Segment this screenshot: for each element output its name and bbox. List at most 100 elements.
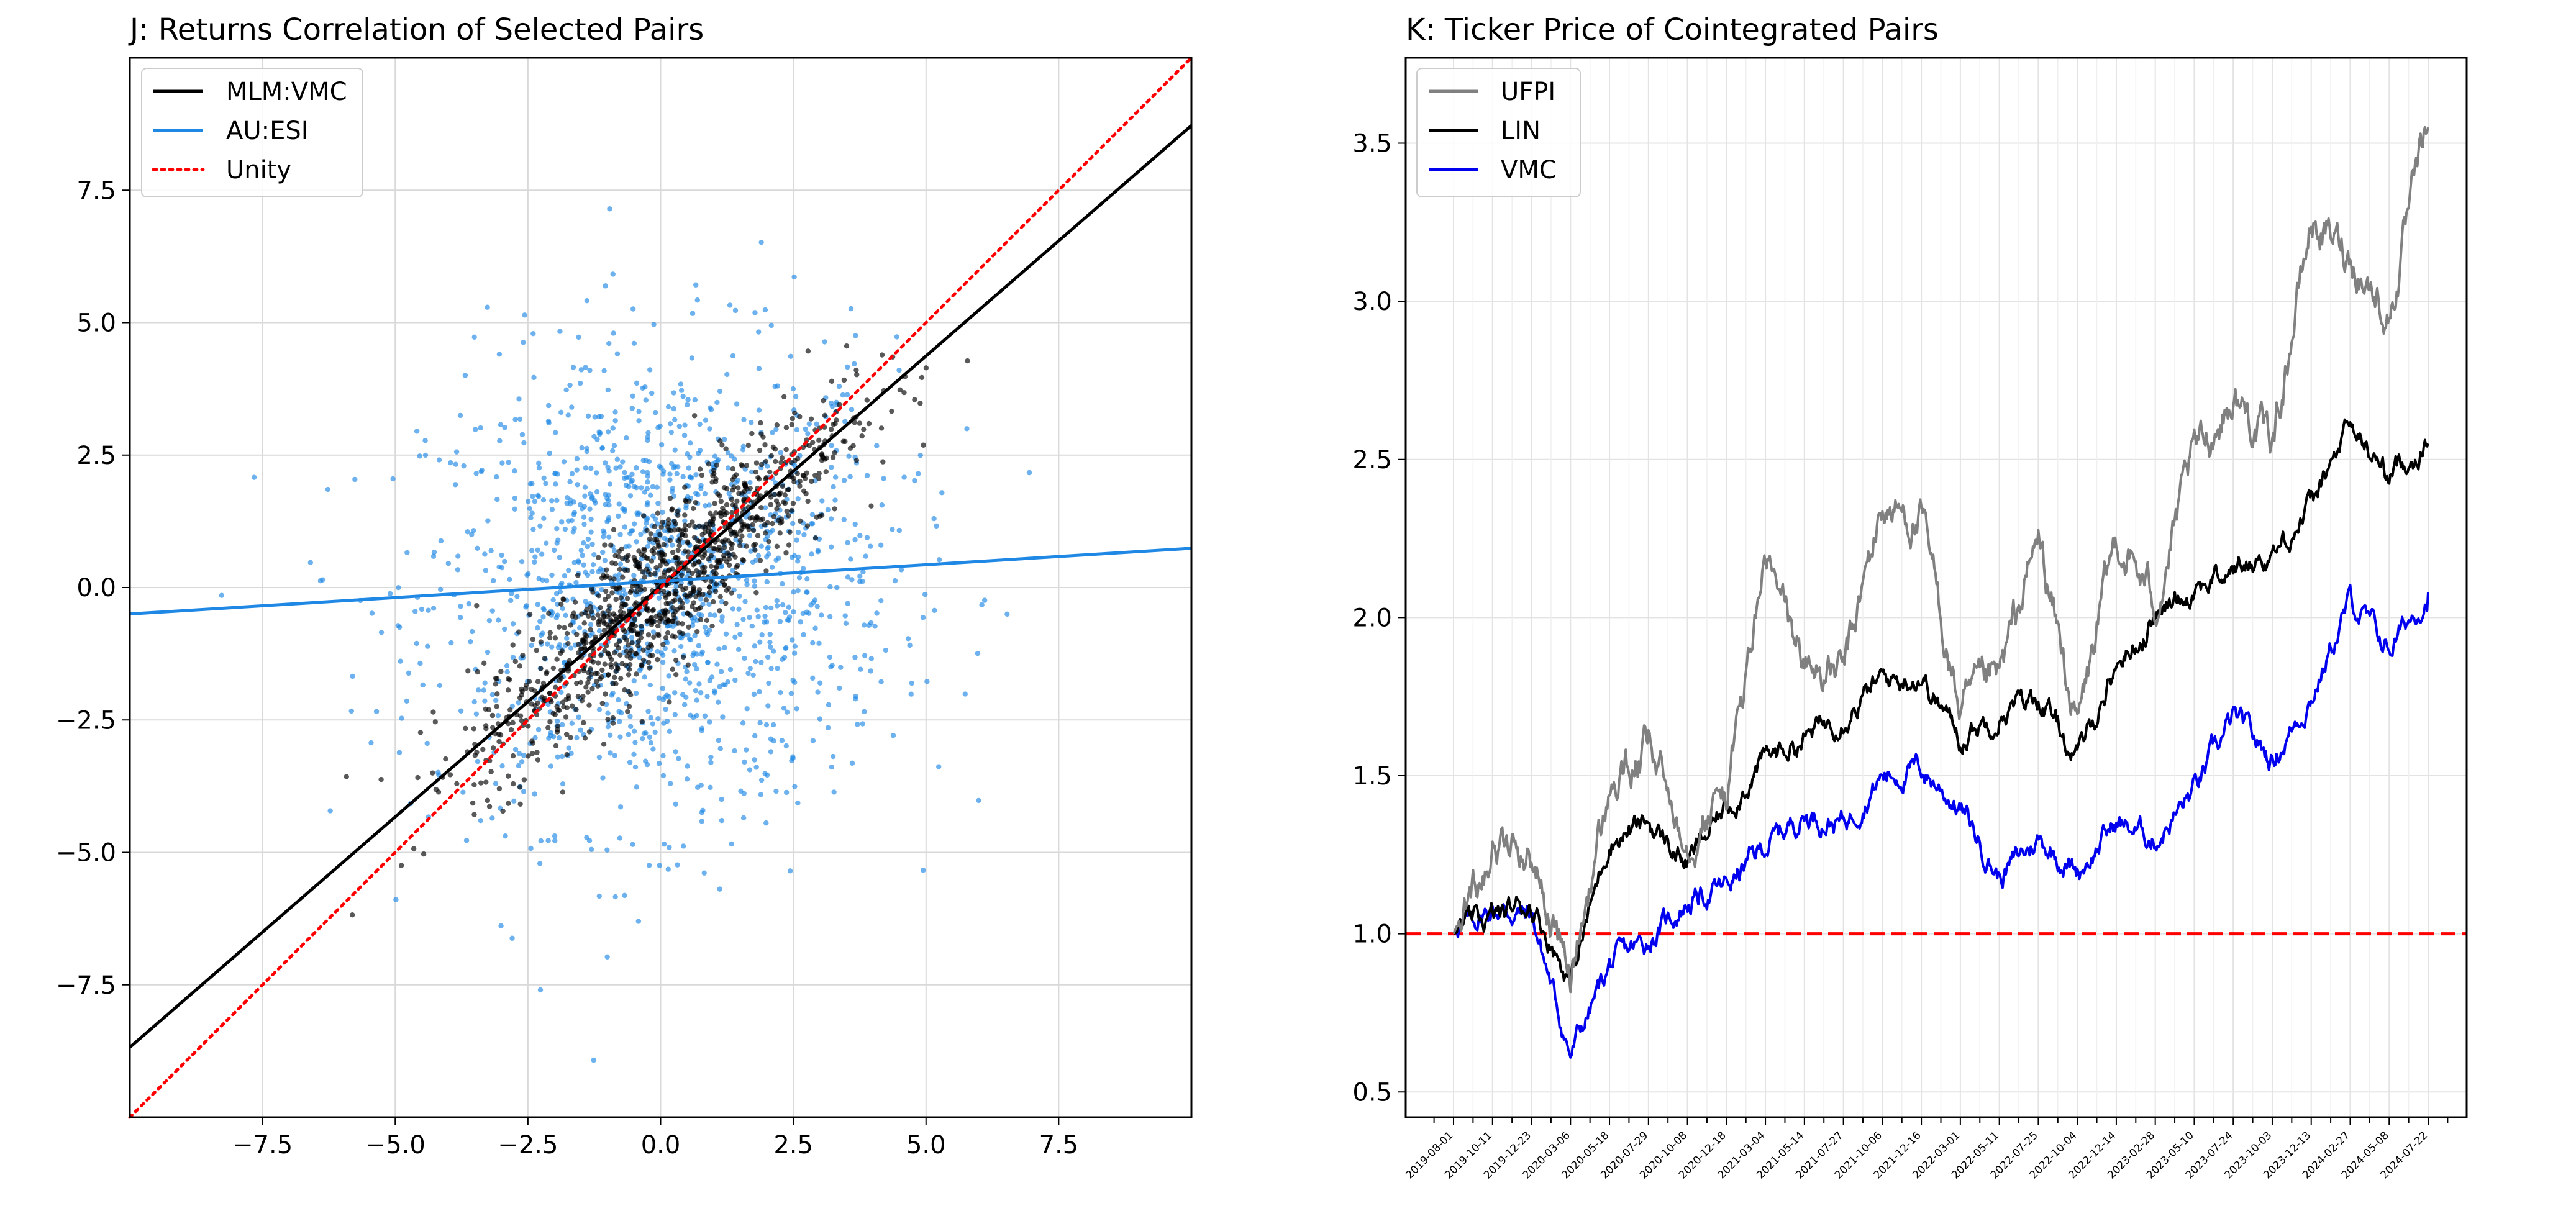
scatter-point-black	[832, 450, 837, 456]
scatter-point-blue	[588, 465, 594, 471]
scatter-point-black	[421, 851, 427, 857]
scatter-point-blue	[544, 540, 549, 546]
scatter-point-blue	[730, 568, 735, 573]
scatter-point-black	[578, 679, 584, 686]
scatter-point-blue	[755, 553, 762, 559]
scatter-point-blue	[750, 559, 756, 565]
scatter-point-blue	[566, 745, 571, 751]
scatter-point-blue	[852, 537, 858, 543]
scatter-point-black	[634, 584, 640, 589]
scatter-point-black	[820, 455, 826, 461]
scatter-point-blue	[773, 788, 779, 794]
scatter-point-blue	[493, 781, 499, 786]
scatter-point-blue	[860, 578, 865, 584]
scatter-point-black	[737, 543, 743, 548]
scatter-point-black	[755, 533, 761, 538]
scatter-point-black	[647, 665, 652, 671]
scatter-point-black	[698, 605, 703, 610]
scatter-point-black	[350, 912, 355, 918]
scatter-point-blue	[538, 838, 544, 844]
scatter-point-blue	[606, 517, 611, 523]
scatter-point-blue	[654, 484, 660, 490]
scatter-point-black	[472, 753, 478, 758]
scatter-point-black	[619, 546, 625, 552]
scatter-point-blue	[590, 561, 596, 568]
scatter-point-blue	[631, 678, 637, 684]
scatter-point-black	[672, 634, 678, 640]
scatter-point-black	[554, 656, 560, 662]
scatter-point-black	[613, 661, 619, 667]
scatter-point-black	[857, 420, 863, 426]
scatter-point-blue	[852, 521, 858, 527]
scatter-point-black	[443, 756, 448, 762]
scatter-point-black	[540, 680, 547, 686]
scatter-point-blue	[741, 417, 747, 422]
scatter-point-black	[676, 538, 681, 544]
scatter-point-blue	[768, 322, 774, 329]
scatter-point-blue	[519, 558, 525, 565]
scatter-point-blue	[643, 458, 649, 463]
scatter-point-black	[553, 743, 559, 749]
scatter-point-blue	[430, 606, 437, 611]
scatter-point-black	[652, 537, 658, 542]
scatter-point-black	[783, 425, 790, 430]
scatter-point-blue	[675, 862, 680, 868]
scatter-point-blue	[581, 562, 586, 568]
scatter-point-blue	[791, 553, 798, 559]
legend-label: Unity	[226, 156, 291, 184]
scatter-point-blue	[571, 525, 577, 532]
scatter-point-black	[682, 522, 688, 528]
scatter-point-black	[523, 686, 529, 691]
scatter-point-blue	[475, 687, 481, 693]
scatter-point-black	[626, 672, 632, 678]
scatter-point-black	[600, 618, 606, 624]
scatter-point-black	[500, 808, 506, 814]
scatter-point-blue	[579, 445, 585, 451]
scatter-point-blue	[627, 493, 634, 499]
scatter-point-blue	[683, 676, 688, 682]
scatter-point-blue	[981, 597, 988, 603]
scatter-point-black	[493, 681, 498, 687]
scatter-point-black	[623, 602, 629, 607]
scatter-point-black	[624, 596, 630, 601]
scatter-point-blue	[673, 749, 678, 755]
scatter-point-black	[666, 591, 671, 597]
scatter-point-blue	[838, 665, 844, 670]
scatter-point-blue	[932, 607, 937, 614]
scatter-point-blue	[762, 505, 768, 510]
scatter-point-blue	[530, 527, 536, 532]
scatter-point-blue	[645, 437, 650, 443]
scatter-point-blue	[601, 534, 606, 540]
scatter-point-blue	[652, 409, 658, 415]
scatter-point-blue	[890, 527, 895, 532]
scatter-point-black	[794, 471, 801, 476]
scatter-point-blue	[780, 602, 786, 608]
scatter-point-blue	[633, 691, 639, 696]
scatter-point-black	[624, 648, 629, 654]
scatter-point-blue	[691, 615, 698, 620]
scatter-point-black	[581, 620, 587, 626]
scatter-point-blue	[842, 419, 848, 424]
scatter-point-blue	[510, 621, 516, 627]
scatter-point-blue	[628, 724, 634, 729]
scatter-point-blue	[783, 789, 790, 796]
scatter-point-blue	[589, 569, 595, 574]
scatter-point-black	[576, 650, 581, 656]
scatter-point-blue	[596, 755, 603, 760]
scatter-point-blue	[847, 474, 853, 479]
scatter-point-black	[724, 588, 729, 594]
scatter-point-black	[635, 638, 642, 644]
scatter-point-black	[816, 476, 822, 481]
scatter-point-blue	[554, 601, 560, 607]
scatter-point-blue	[791, 463, 798, 468]
scatter-point-blue	[422, 438, 428, 443]
scatter-point-blue	[798, 619, 804, 625]
scatter-point-black	[617, 652, 623, 658]
scatter-point-blue	[862, 709, 867, 715]
scatter-point-blue	[645, 500, 650, 506]
scatter-point-blue	[718, 669, 724, 674]
scatter-point-blue	[475, 545, 480, 551]
scatter-point-blue	[794, 537, 799, 543]
scatter-point-blue	[583, 599, 588, 604]
scatter-point-black	[686, 624, 691, 630]
